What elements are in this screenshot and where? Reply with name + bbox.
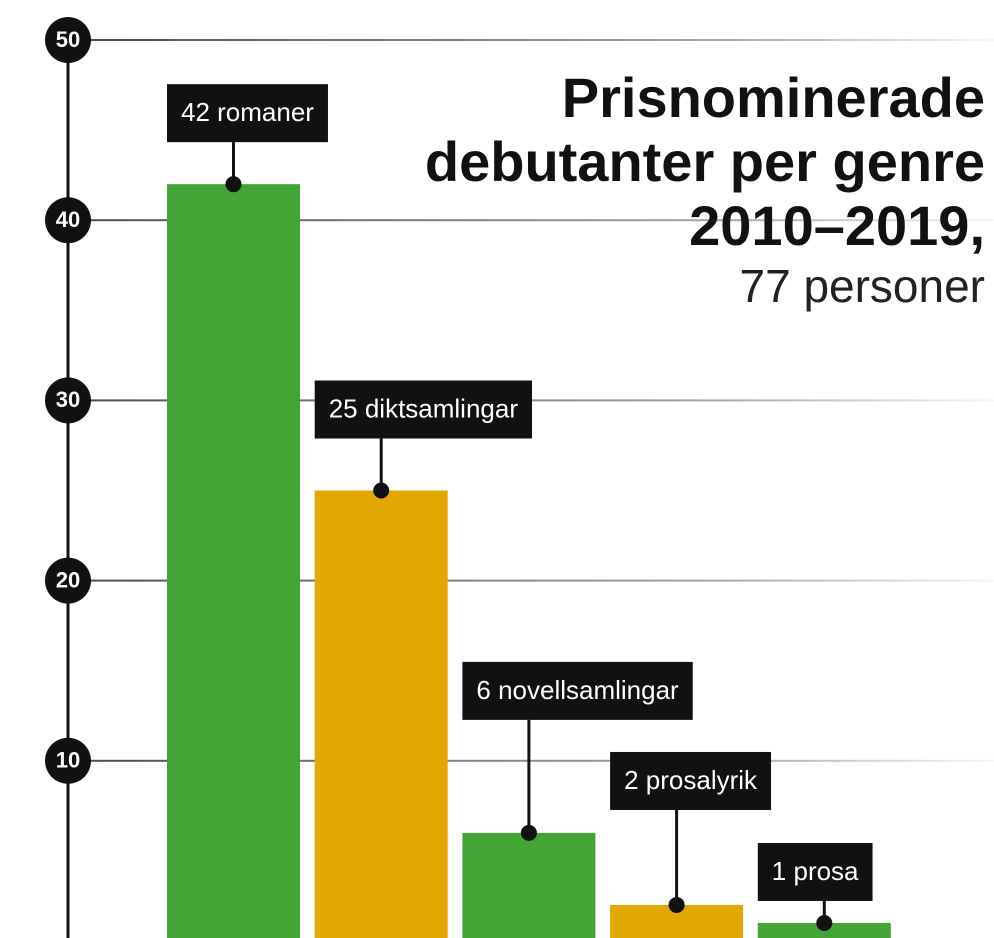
value-label-box bbox=[167, 84, 328, 143]
value-label: 25 diktsamlingar bbox=[329, 393, 519, 423]
value-label-box bbox=[610, 751, 772, 810]
y-tick-marker bbox=[45, 17, 91, 63]
grid-line bbox=[90, 759, 994, 762]
grid-line bbox=[90, 399, 994, 402]
leader-dot bbox=[373, 482, 390, 499]
leader-dot bbox=[668, 896, 685, 913]
y-tick-marker bbox=[45, 737, 91, 784]
value-label-box bbox=[462, 661, 693, 720]
grid-line bbox=[90, 579, 994, 582]
value-label: 6 novellsamlingar bbox=[476, 675, 679, 705]
bar bbox=[314, 490, 448, 938]
y-tick-marker bbox=[45, 197, 91, 244]
y-tick-label: 20 bbox=[56, 567, 80, 592]
y-tick-label: 10 bbox=[56, 748, 80, 773]
y-tick-label: 50 bbox=[56, 27, 80, 52]
leader-dot bbox=[520, 824, 537, 841]
chart-title: Prisnominerade bbox=[562, 66, 985, 129]
grid-line bbox=[90, 219, 994, 222]
leader-dot bbox=[225, 176, 242, 193]
value-label: 42 romaner bbox=[181, 97, 314, 127]
value-label-box bbox=[757, 842, 873, 901]
value-label: 1 prosa bbox=[772, 856, 859, 886]
y-tick-marker bbox=[45, 557, 91, 604]
value-label: 2 prosalyrik bbox=[624, 765, 758, 795]
chart-title: debutanter per genre bbox=[425, 130, 985, 193]
y-tick-label: 30 bbox=[56, 387, 80, 412]
chart-subtitle: 77 personer bbox=[740, 260, 986, 312]
grid-line bbox=[90, 39, 994, 41]
bar bbox=[167, 184, 300, 938]
value-label-box bbox=[314, 380, 533, 439]
leader-dot bbox=[816, 914, 833, 931]
chart-title: 2010–2019, bbox=[689, 194, 985, 257]
y-tick-marker bbox=[45, 377, 91, 424]
bar bbox=[462, 832, 596, 938]
y-tick-label: 40 bbox=[56, 207, 80, 232]
